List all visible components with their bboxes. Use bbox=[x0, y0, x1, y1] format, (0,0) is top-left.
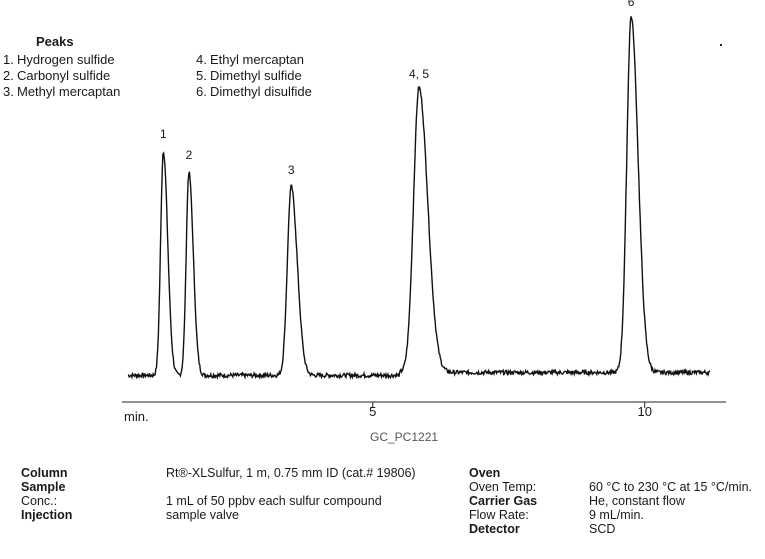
x-tick-label: 10 bbox=[637, 404, 652, 419]
chromatogram-chart bbox=[122, 16, 726, 408]
conditions-left-labels: Column Sample Conc.: Injection bbox=[21, 466, 72, 522]
legend-item-name: Hydrogen sulfide bbox=[17, 52, 115, 67]
stray-dot bbox=[720, 44, 722, 46]
oven-temp-label: Oven Temp: bbox=[469, 480, 537, 494]
oven-label: Oven bbox=[469, 466, 501, 480]
x-axis-label: min. bbox=[124, 409, 149, 424]
detector-label: Detector bbox=[469, 522, 520, 536]
detector-value: SCD bbox=[589, 522, 616, 536]
legend-item-name: Ethyl mercaptan bbox=[210, 52, 304, 67]
sample-label: Sample bbox=[21, 480, 66, 494]
oven-temp-value: 60 °C to 230 °C at 15 °C/min. bbox=[589, 480, 752, 494]
legend-item: 6. Dimethyl disulfide bbox=[196, 84, 312, 100]
legend-item-name: Dimethyl disulfide bbox=[210, 84, 312, 99]
x-tick-label: 5 bbox=[369, 404, 377, 419]
peak-label: 6 bbox=[627, 0, 635, 10]
column-value: Rt®-XLSulfur, 1 m, 0.75 mm ID (cat.# 198… bbox=[166, 466, 416, 480]
conc-label: Conc.: bbox=[21, 494, 58, 508]
carrier-gas-label: Carrier Gas bbox=[469, 494, 538, 508]
legend-item-num: 5. bbox=[196, 68, 207, 83]
legend-item-name: Methyl mercaptan bbox=[17, 84, 121, 99]
peak-label: 3 bbox=[287, 162, 295, 177]
peak-label: 1 bbox=[160, 127, 167, 142]
legend-item-name: Carbonyl sulfide bbox=[17, 68, 111, 83]
peaks-legend-col2: 4. Ethyl mercaptan 5. Dimethyl sulfide 6. D… bbox=[196, 52, 312, 100]
x-axis-ticks bbox=[372, 402, 646, 408]
peaks-legend-title: Peaks bbox=[36, 34, 74, 49]
legend-item-num: 1. bbox=[3, 52, 14, 67]
chromatogram-trace bbox=[127, 16, 711, 380]
conditions-right-values: 60 °C to 230 °C at 15 °C/min. He, consta… bbox=[589, 466, 752, 536]
legend-item: 3. Methyl mercaptan bbox=[3, 84, 120, 100]
figure-id: GC_PC1221 bbox=[370, 430, 439, 444]
carrier-gas-value: He, constant flow bbox=[589, 494, 685, 508]
injection-label: Injection bbox=[21, 508, 73, 522]
legend-item-num: 6. bbox=[196, 84, 207, 99]
flow-rate-value: 9 mL/min. bbox=[589, 508, 644, 522]
peak-label: 4, 5 bbox=[408, 66, 430, 81]
legend-item-num: 3. bbox=[3, 84, 14, 99]
flow-rate-label: Flow Rate: bbox=[469, 508, 529, 522]
column-label: Column bbox=[21, 466, 68, 480]
conc-value: 1 mL of 50 ppbv each sulfur compound bbox=[166, 494, 382, 508]
legend-item: 1. Hydrogen sulfide bbox=[3, 52, 120, 68]
legend-item-num: 2. bbox=[3, 68, 14, 83]
legend-item-name: Dimethyl sulfide bbox=[210, 68, 302, 83]
injection-value: sample valve bbox=[166, 508, 239, 522]
peaks-legend-col1: 1. Hydrogen sulfide 2. Carbonyl sulfide 3.… bbox=[3, 52, 120, 100]
conditions-left-values: Rt®-XLSulfur, 1 m, 0.75 mm ID (cat.# 198… bbox=[166, 466, 416, 522]
peak-label: 2 bbox=[185, 148, 193, 163]
conditions-right-labels: Oven Oven Temp: Carrier Gas Flow Rate: D… bbox=[469, 466, 537, 536]
legend-item: 2. Carbonyl sulfide bbox=[3, 68, 120, 84]
legend-item: 5. Dimethyl sulfide bbox=[196, 68, 312, 84]
legend-item: 4. Ethyl mercaptan bbox=[196, 52, 312, 68]
legend-item-num: 4. bbox=[196, 52, 207, 67]
